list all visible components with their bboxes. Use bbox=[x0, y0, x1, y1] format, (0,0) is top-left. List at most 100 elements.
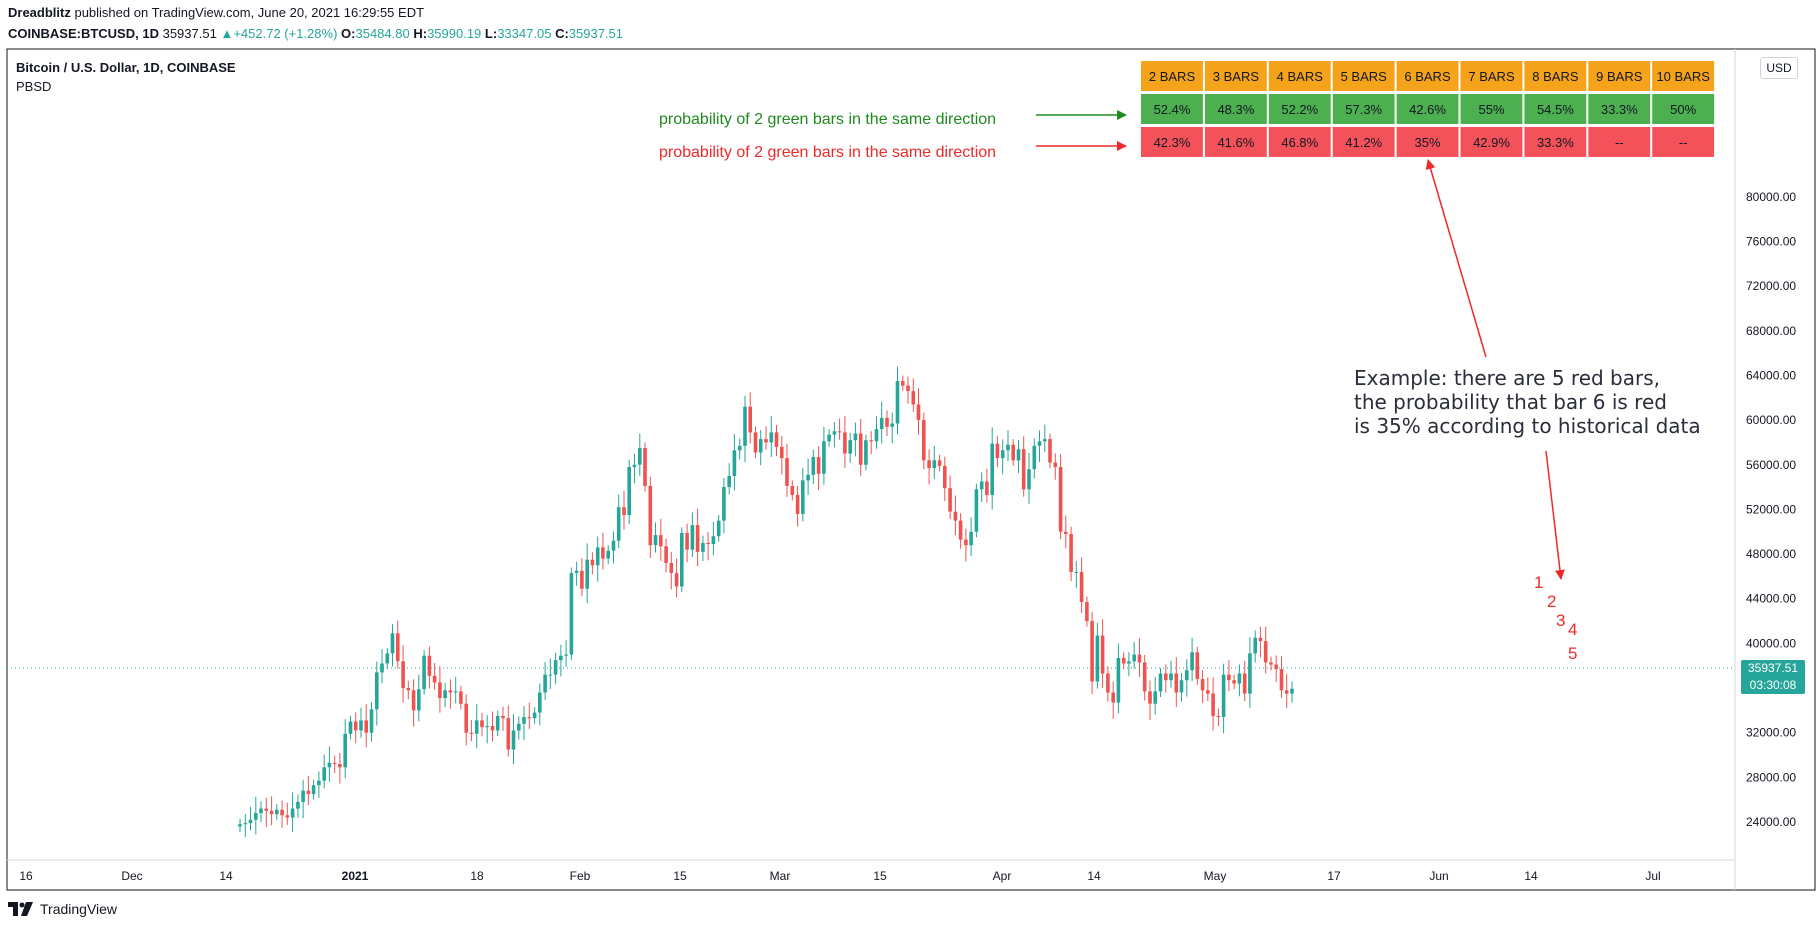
table-header-cell-text: 9 BARS bbox=[1596, 69, 1643, 84]
close-value: 35937.51 bbox=[568, 26, 624, 41]
publish-info: published on TradingView.com, June 20, 2… bbox=[74, 5, 425, 20]
table-red-cell bbox=[1141, 127, 1203, 157]
candle-body bbox=[1158, 673, 1163, 692]
y-tick-label: 40000.00 bbox=[1746, 636, 1796, 650]
tradingview-logo-icon bbox=[8, 902, 34, 916]
candle-body bbox=[638, 448, 642, 465]
candle-body bbox=[685, 532, 689, 550]
table-red-cell bbox=[1460, 127, 1523, 157]
candle-body bbox=[1016, 449, 1021, 461]
table-header-cell bbox=[1524, 61, 1587, 91]
high-value: 35990.19 bbox=[427, 26, 482, 41]
candle-body bbox=[669, 563, 674, 573]
candle-body bbox=[1021, 449, 1026, 490]
symbol-label: COINBASE:BTCUSD, 1D bbox=[8, 26, 159, 41]
table-header-cell bbox=[1141, 61, 1203, 91]
candle-body bbox=[1079, 571, 1084, 602]
green-annotation: probability of 2 green bars in the same … bbox=[659, 111, 997, 128]
candle-body bbox=[469, 732, 474, 734]
candle-body bbox=[785, 458, 789, 486]
candle-body bbox=[490, 726, 495, 731]
candle-body bbox=[879, 417, 884, 430]
candle-body bbox=[969, 531, 973, 546]
high-label: H: bbox=[413, 26, 428, 41]
candle-body bbox=[527, 717, 532, 719]
candle-body bbox=[564, 654, 568, 656]
table-green-cell-text: 48.3% bbox=[1217, 102, 1254, 117]
table-green-cell bbox=[1332, 94, 1395, 124]
table-green-cell-text: 52.4% bbox=[1154, 102, 1191, 117]
x-tick-label: Feb bbox=[570, 869, 591, 883]
x-tick-label: 18 bbox=[470, 869, 484, 883]
currency-button[interactable]: USD bbox=[1760, 57, 1798, 79]
candle-body bbox=[695, 525, 700, 552]
candle-body bbox=[238, 824, 242, 827]
candle-body bbox=[627, 467, 631, 515]
y-tick-label: 56000.00 bbox=[1746, 458, 1796, 472]
candle-body bbox=[275, 809, 279, 815]
table-header-cell bbox=[1396, 61, 1459, 91]
y-tick-label: 44000.00 bbox=[1746, 592, 1796, 606]
candle-body bbox=[375, 672, 379, 710]
candle-body bbox=[559, 655, 563, 661]
table-green-cell-text: 50% bbox=[1670, 102, 1696, 117]
bar-number-3: 3 bbox=[1556, 611, 1566, 630]
candle-body bbox=[985, 481, 989, 495]
table-red-cell-text: 42.9% bbox=[1473, 135, 1510, 150]
candle-body bbox=[1106, 673, 1110, 693]
table-red-cell-text: 41.6% bbox=[1217, 135, 1254, 150]
table-green-cell bbox=[1204, 94, 1267, 124]
table-header-cell bbox=[1332, 61, 1395, 91]
candle-body bbox=[664, 546, 668, 563]
candle-body bbox=[1227, 674, 1231, 681]
candle-body bbox=[569, 573, 574, 655]
candle-body bbox=[348, 721, 353, 734]
table-red-cell bbox=[1524, 127, 1587, 157]
author-name[interactable]: Dreadblitz bbox=[8, 5, 71, 20]
footer-brand[interactable]: TradingView bbox=[8, 901, 117, 917]
candle-body bbox=[979, 481, 984, 490]
probability-table: 2 BARS 3 BARS 4 BARS 5 BARS 6 BARS 7 BARS 8 BA… bbox=[1141, 61, 1715, 157]
current-price-tag: 35937.51 03:30:08 bbox=[1741, 660, 1805, 694]
x-tick-label: 2021 bbox=[342, 869, 369, 883]
candle-body bbox=[701, 542, 705, 552]
candle-body bbox=[448, 690, 453, 693]
candle-body bbox=[501, 716, 505, 719]
candle-body bbox=[574, 570, 579, 573]
candle-body bbox=[632, 464, 637, 467]
x-tick-label: 14 bbox=[219, 869, 233, 883]
candle-body bbox=[474, 720, 479, 734]
candle-body bbox=[585, 559, 589, 589]
candle-body bbox=[659, 535, 663, 547]
table-header-cell-text: 3 BARS bbox=[1213, 69, 1260, 84]
low-label: L: bbox=[484, 26, 498, 41]
candle-body bbox=[401, 661, 405, 689]
table-red-cell bbox=[1396, 127, 1459, 157]
candle-body bbox=[1058, 467, 1063, 532]
candle-body bbox=[832, 431, 837, 435]
table-red-cell bbox=[1652, 127, 1715, 157]
candle-body bbox=[1064, 531, 1068, 534]
candle-body bbox=[427, 655, 432, 676]
bar-number-1: 1 bbox=[1534, 573, 1544, 592]
last-price: 35937.51 bbox=[162, 26, 217, 41]
candle-body bbox=[548, 674, 553, 676]
indicator-name[interactable]: PBSD bbox=[16, 79, 52, 94]
candle-body bbox=[1011, 444, 1015, 461]
table-header-cell-text: 6 BARS bbox=[1404, 69, 1451, 84]
candle-body bbox=[711, 536, 716, 544]
candle-body bbox=[580, 570, 584, 589]
table-red-cell-text: -- bbox=[1679, 135, 1688, 150]
candle-body bbox=[611, 540, 616, 551]
candle-body bbox=[801, 480, 805, 514]
table-red-cell-text: 46.8% bbox=[1281, 135, 1318, 150]
candle-body bbox=[869, 440, 873, 442]
table-header-cell-text: 4 BARS bbox=[1277, 69, 1324, 84]
candle-body bbox=[1253, 637, 1257, 654]
x-tick-label: 15 bbox=[873, 869, 887, 883]
candle-body bbox=[1284, 690, 1289, 694]
candle-body bbox=[1069, 534, 1073, 572]
candle-body bbox=[1116, 657, 1121, 703]
x-tick-label: Apr bbox=[993, 869, 1012, 883]
